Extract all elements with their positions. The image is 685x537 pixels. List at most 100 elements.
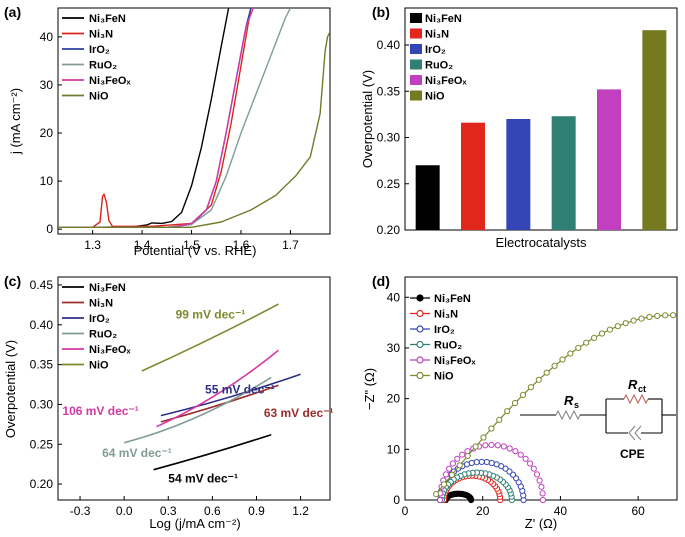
a-y-tick-label: 40 bbox=[40, 30, 54, 44]
d-data-point-nio bbox=[638, 315, 645, 322]
c-x-tick-label: 0.9 bbox=[248, 504, 265, 518]
d-data-point-ni3feox bbox=[536, 477, 543, 484]
d-data-point-nio bbox=[456, 462, 463, 469]
d-data-point-ni3feox bbox=[500, 443, 507, 450]
d-data-point-nio bbox=[551, 362, 558, 369]
b-bar-ni3n bbox=[461, 122, 485, 230]
c-legend-label-ni3fen: Ni₃FeN bbox=[89, 282, 126, 294]
a-x-tick-label: 1.6 bbox=[233, 238, 250, 252]
d-y-tick-label: 10 bbox=[387, 442, 401, 456]
a-x-axis-label: Potential (V vs. RHE) bbox=[134, 243, 257, 258]
d-data-point-ni3feox bbox=[482, 442, 489, 449]
a-x-tick-label: 1.7 bbox=[282, 238, 299, 252]
d-legend-label-ni3n: Ni₃N bbox=[434, 309, 458, 321]
d-data-point-ni3feox bbox=[533, 471, 541, 478]
c-series-line-iro2 bbox=[160, 373, 301, 417]
d-legend-marker-ni3feox bbox=[416, 356, 424, 364]
c-y-tick-label: 0.30 bbox=[30, 397, 54, 411]
d-circuit-label-rs-sub: s bbox=[574, 400, 579, 410]
c-x-tick-label: -0.3 bbox=[70, 504, 91, 518]
b-bar-nio bbox=[642, 30, 667, 231]
b-legend-label-iro2: IrO₂ bbox=[425, 44, 446, 56]
a-series-line-ruo2 bbox=[58, 8, 292, 229]
a-plot-frame bbox=[57, 7, 331, 235]
d-data-point-nio bbox=[583, 339, 590, 346]
d-x-tick-label: 60 bbox=[631, 504, 645, 518]
b-legend-label-ni3n: Ni₃N bbox=[425, 29, 449, 41]
d-data-point-ni3feox bbox=[442, 471, 449, 478]
c-series-line-ni3fen bbox=[153, 433, 272, 471]
a-y-tick-label: 10 bbox=[40, 174, 54, 188]
c-slope-annotation-5: 64 mV dec⁻¹ bbox=[102, 446, 172, 460]
d-y-tick-label: 20 bbox=[387, 392, 401, 406]
d-circuit-resistor-rct bbox=[623, 393, 649, 405]
c-slope-annotation-3: 106 mV dec⁻¹ bbox=[62, 404, 138, 418]
d-data-point-ni3feox bbox=[539, 496, 547, 504]
d-data-point-iro2 bbox=[483, 459, 490, 466]
d-circuit-label-cpe: CPE bbox=[620, 447, 645, 461]
c-legend-label-iro2: IrO₂ bbox=[89, 313, 110, 325]
c-slope-annotation-2: 55 mV dec⁻¹ bbox=[205, 382, 275, 396]
d-data-point-nio bbox=[543, 369, 550, 376]
d-data-point-nio bbox=[480, 434, 487, 441]
d-data-point-ni3feox bbox=[522, 455, 529, 462]
d-data-point-ni3feox bbox=[449, 460, 456, 467]
c-x-tick-label: 0.6 bbox=[204, 504, 221, 518]
d-data-point-ni3feox bbox=[459, 451, 466, 458]
d-data-point-ni3feox bbox=[530, 465, 537, 472]
b-bar-iro2 bbox=[506, 119, 531, 230]
a-legend-label-iro2: IrO₂ bbox=[89, 44, 110, 56]
b-y-axis-label: Overpotential (V) bbox=[360, 70, 375, 168]
c-x-tick-label: 0.3 bbox=[160, 504, 177, 518]
d-data-point-nio bbox=[512, 399, 519, 407]
d-legend-label-ni3fen: Ni₃FeN bbox=[434, 293, 471, 305]
a-legend-label-ni3feox: Ni₃FeOₓ bbox=[89, 75, 131, 87]
a-legend-label-nio: NiO bbox=[89, 91, 109, 103]
d-data-point-ni3feox bbox=[446, 465, 453, 472]
b-legend-label-ni3fen: Ni₃FeN bbox=[425, 13, 462, 25]
panel-label-b: (b) bbox=[372, 4, 390, 20]
d-data-point-nio bbox=[527, 384, 535, 391]
d-data-point-iro2 bbox=[473, 459, 480, 466]
c-x-tick-label: 0.0 bbox=[116, 504, 133, 518]
c-slope-annotation-4: 63 mV dec⁻¹ bbox=[264, 406, 334, 420]
a-y-tick-label: 0 bbox=[46, 222, 53, 236]
d-legend-marker-ruo2 bbox=[416, 340, 424, 349]
d-data-point-ni3feox bbox=[454, 455, 461, 462]
c-series-line-ni3feox bbox=[156, 349, 280, 428]
a-legend-label-ni3fen: Ni₃FeN bbox=[89, 13, 126, 25]
d-data-point-ni3feox bbox=[488, 441, 495, 448]
d-circuit-resistor-rs bbox=[555, 409, 581, 421]
d-legend-marker-nio bbox=[416, 371, 424, 380]
c-x-tick-label: 1.2 bbox=[292, 504, 309, 518]
d-legend-label-iro2: IrO₂ bbox=[434, 324, 455, 336]
d-data-point-nio bbox=[504, 408, 511, 415]
a-y-axis-label: j (mA cm⁻²) bbox=[8, 88, 23, 155]
a-x-tick-label: 1.5 bbox=[183, 238, 200, 252]
a-series-line-ni3fen bbox=[58, 8, 230, 229]
a-x-tick-label: 1.3 bbox=[84, 238, 101, 252]
c-y-axis-label: Overpotential (V) bbox=[3, 340, 18, 438]
d-data-point-nio bbox=[622, 320, 629, 327]
d-data-point-nio bbox=[448, 471, 455, 478]
b-legend-label-ni3feox: Ni₃FeOₓ bbox=[425, 75, 467, 87]
d-data-point-nio bbox=[472, 443, 479, 450]
d-data-point-nio bbox=[591, 334, 598, 341]
d-data-point-ni3feox bbox=[512, 448, 519, 455]
d-y-axis-label: −Z" (Ω) bbox=[362, 368, 377, 410]
b-legend-swatch-ni3n bbox=[410, 28, 422, 39]
d-data-point-nio bbox=[464, 452, 471, 459]
a-series-line-ni3feox bbox=[58, 8, 254, 229]
d-legend-label-nio: NiO bbox=[434, 371, 454, 383]
d-data-point-ni3feox bbox=[506, 445, 513, 452]
a-y-tick-label: 20 bbox=[40, 126, 54, 140]
d-y-tick-label: 0 bbox=[393, 493, 400, 507]
b-bar-ni3feox bbox=[597, 89, 621, 231]
d-data-point-nio bbox=[496, 416, 503, 423]
b-y-tick-label: 0.35 bbox=[377, 84, 401, 98]
b-legend-swatch-ni3feox bbox=[410, 75, 422, 85]
c-y-tick-label: 0.45 bbox=[30, 278, 54, 292]
c-series-line-nio bbox=[141, 303, 279, 372]
